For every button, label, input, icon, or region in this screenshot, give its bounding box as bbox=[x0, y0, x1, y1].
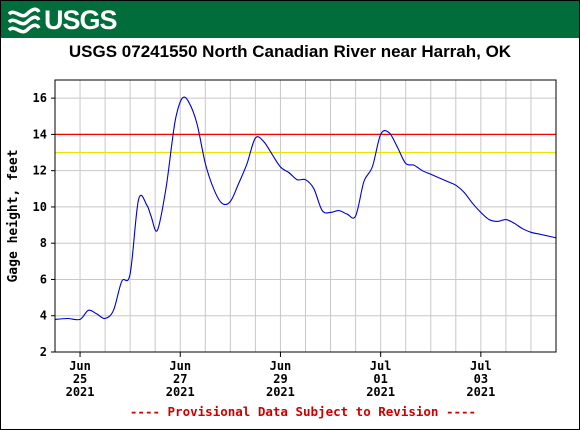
x-tick-label: Jun bbox=[270, 359, 292, 373]
y-tick-label: 12 bbox=[33, 164, 47, 178]
x-tick-label: 2021 bbox=[266, 385, 295, 399]
x-axis-ticks: Jun252021Jun272021Jun292021Jul012021Jul0… bbox=[66, 352, 495, 399]
y-tick-label: 4 bbox=[40, 309, 47, 323]
x-tick-label: 29 bbox=[273, 372, 287, 386]
threshold-lines bbox=[55, 133, 556, 154]
usgs-logo[interactable]: USGS bbox=[7, 4, 118, 35]
x-tick-label: Jul bbox=[470, 359, 492, 373]
x-tick-label: Jun bbox=[169, 359, 191, 373]
usgs-wave-icon bbox=[7, 7, 41, 34]
x-tick-label: Jul bbox=[370, 359, 392, 373]
y-axis-label: Gage height, feet bbox=[6, 149, 21, 282]
x-tick-label: 25 bbox=[73, 372, 87, 386]
x-tick-label: Jun bbox=[69, 359, 91, 373]
x-tick-label: 27 bbox=[173, 372, 187, 386]
chart-title: USGS 07241550 North Canadian River near … bbox=[68, 42, 512, 61]
gage-height-series-line bbox=[54, 96, 557, 321]
plot-border bbox=[54, 79, 557, 353]
x-tick-label: 2021 bbox=[66, 385, 95, 399]
x-tick-label: 03 bbox=[474, 372, 488, 386]
series-group bbox=[54, 96, 557, 321]
y-tick-label: 8 bbox=[40, 236, 47, 250]
y-tick-label: 6 bbox=[40, 272, 47, 286]
y-tick-label: 10 bbox=[33, 200, 47, 214]
usgs-logo-text: USGS bbox=[44, 4, 118, 35]
provisional-note: ---- Provisional Data Subject to Revisio… bbox=[130, 404, 476, 419]
y-axis-ticks: 2 4 6 8 10 12 14 16 bbox=[33, 91, 55, 359]
x-tick-label: 2021 bbox=[166, 385, 195, 399]
y-tick-label: 14 bbox=[33, 127, 47, 141]
x-tick-label: 01 bbox=[373, 372, 387, 386]
x-tick-label: 2021 bbox=[366, 385, 395, 399]
y-tick-label: 2 bbox=[40, 345, 47, 359]
usgs-banner: USGS bbox=[1, 1, 579, 38]
y-tick-label: 16 bbox=[33, 91, 47, 105]
x-tick-label: 2021 bbox=[466, 385, 495, 399]
grid-lines bbox=[55, 80, 556, 353]
